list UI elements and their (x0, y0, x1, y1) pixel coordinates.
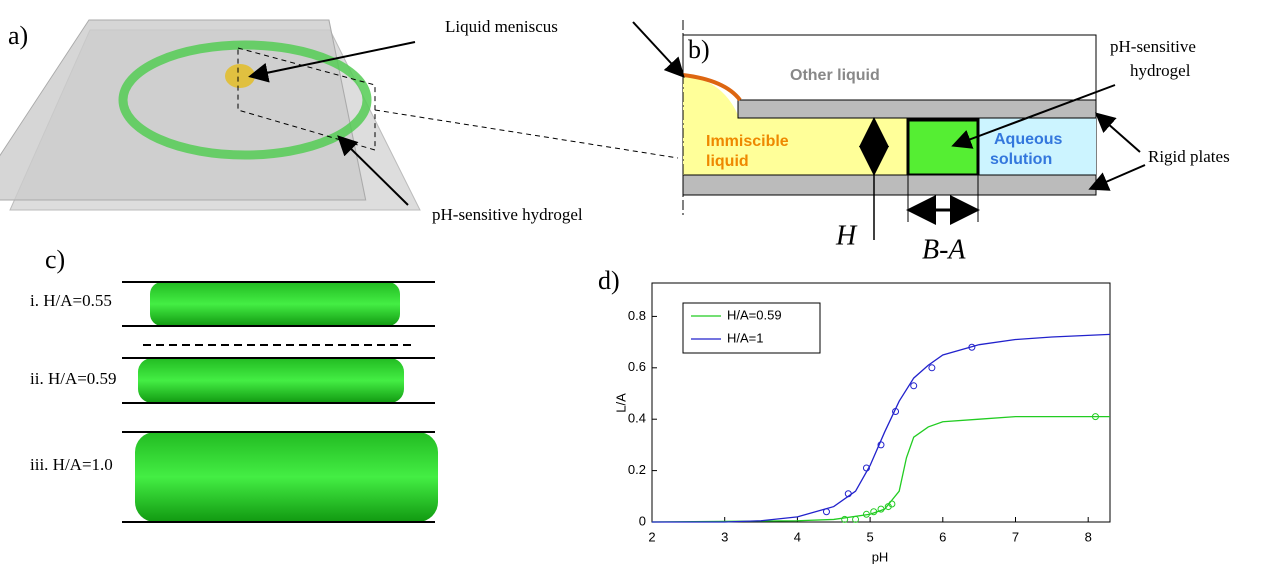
y-tick-label: 0.6 (628, 359, 646, 374)
y-tick-label: 0 (639, 513, 646, 528)
rigid-plate (683, 175, 1096, 195)
panel-label: c) (45, 245, 65, 274)
figure: a) Liquid meniscus pH-sensitive hydrogel… (0, 0, 1279, 570)
shape (122, 282, 438, 522)
series-line (652, 334, 1110, 522)
dimension-label: B-A (922, 234, 966, 265)
annotation: Immiscible (706, 133, 789, 150)
x-tick-label: 8 (1085, 529, 1092, 544)
annotation: solution (990, 151, 1052, 168)
x-tick-label: 4 (794, 529, 801, 544)
x-tick-label: 3 (721, 529, 728, 544)
arrow (1098, 115, 1140, 152)
annotation: Rigid plates (1148, 147, 1230, 166)
legend-label: H/A=0.59 (727, 307, 782, 322)
row-label: i. H/A=0.55 (30, 291, 112, 310)
annotation: Other liquid (790, 67, 880, 84)
x-tick-label: 7 (1012, 529, 1019, 544)
x-tick-label: 6 (939, 529, 946, 544)
panel-label: a) (8, 21, 28, 50)
y-tick-label: 0.8 (628, 308, 646, 323)
panel-c: c) i. H/A=0.55 ii. H/A=0.59 iii. H/A=1.0 (30, 245, 438, 522)
y-tick-label: 0.2 (628, 462, 646, 477)
leader (375, 110, 678, 158)
panel-label: d) (598, 266, 620, 295)
dimension-label: H (835, 220, 858, 251)
annotation: hydrogel (1130, 61, 1191, 80)
panel-b: b) Other liquid Immiscible liquid Aqueou… (633, 20, 1230, 265)
data-point (929, 365, 935, 371)
x-tick-label: 5 (866, 529, 873, 544)
meniscus (225, 64, 255, 88)
row-label: ii. H/A=0.59 (30, 369, 117, 388)
annotation: Liquid meniscus (445, 17, 558, 36)
x-tick-label: 2 (648, 529, 655, 544)
annotation: liquid (706, 153, 749, 170)
y-axis-label: L/A (613, 393, 628, 413)
legend-label: H/A=1 (727, 330, 764, 345)
annotation: Aqueous (994, 131, 1063, 148)
rigid-plate (738, 100, 1096, 118)
panel-a: a) Liquid meniscus pH-sensitive hydrogel (0, 17, 678, 224)
data-point (911, 383, 917, 389)
x-axis-label: pH (872, 549, 889, 564)
annotation: pH-sensitive (1110, 37, 1196, 56)
y-tick-label: 0.4 (628, 411, 646, 426)
hydrogel (908, 120, 978, 175)
annotation: pH-sensitive hydrogel (432, 205, 583, 224)
panel-label: b) (688, 35, 710, 64)
arrow (1092, 165, 1145, 188)
arrow (633, 22, 682, 75)
row-label: iii. H/A=1.0 (30, 455, 113, 474)
data-point (823, 509, 829, 515)
